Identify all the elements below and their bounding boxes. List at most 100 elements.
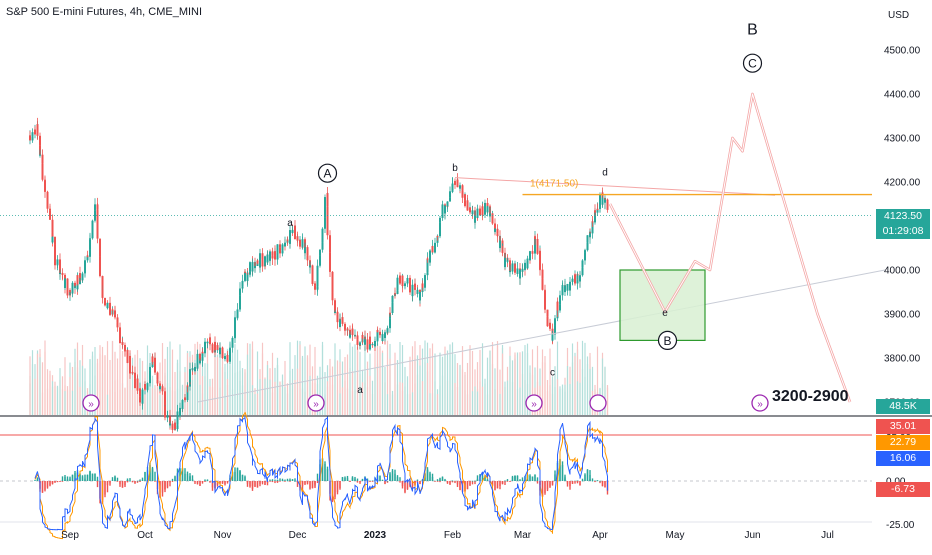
volume-bar [261,353,264,415]
osc-value-badge: 22.79 [876,435,930,450]
osc-histogram-bar [301,481,304,493]
candle-body [419,292,421,301]
candle-body [139,396,141,403]
candle-body [449,191,451,198]
osc-histogram-bar [594,481,596,483]
candle-body [354,335,356,337]
volume-bar [69,376,71,415]
volume-bar [566,365,569,415]
volume-bar [179,344,181,415]
candle-body [86,255,89,261]
osc-histogram-bar [294,478,296,481]
osc-histogram-bar [139,481,141,482]
osc-histogram-bar [271,479,274,481]
candle-body [224,356,226,358]
volume-bar [366,387,369,415]
osc-histogram-bar [271,481,274,483]
wave-label: d [602,167,608,178]
candle-body [61,273,64,275]
candle-body [266,254,269,263]
candle-body [569,281,571,291]
osc-histogram-bar [144,472,146,481]
osc-histogram-bar [519,479,521,481]
osc-histogram-bar [171,478,174,481]
volume-bar [526,353,529,415]
volume-bar [556,341,559,415]
candle-body [301,239,304,241]
osc-histogram-bar [599,481,601,484]
volume-bar [346,354,349,415]
candle-body [216,345,219,350]
candle-body [129,355,131,374]
osc-histogram-bar [191,475,194,481]
candle-body [321,228,324,243]
osc-histogram-bar [119,481,121,487]
volume-badge: 48.5K [876,399,930,414]
candle-body [79,273,81,279]
volume-bar [529,365,531,415]
volume-bar [54,385,56,415]
volume-bar [476,362,479,415]
volume-bar [589,368,591,415]
candle-body [479,208,481,216]
osc-histogram-bar [521,477,524,481]
osc-histogram-bar [251,481,254,486]
osc-histogram-bar [311,481,314,489]
candle-body [181,399,184,409]
volume-bar [569,383,571,415]
osc-histogram-bar [351,477,354,481]
volume-bar [541,362,544,415]
volume-bar [119,389,121,415]
candle-body [231,337,234,339]
candle-body [539,269,541,271]
osc-histogram-bar [371,480,374,482]
candle-body [81,273,84,281]
osc-histogram-bar [294,480,296,482]
osc-histogram-bar [174,476,176,481]
osc-histogram-bar [604,481,606,488]
osc-histogram-bar [256,481,259,488]
osc-histogram-bar [111,477,114,481]
osc-histogram-bar [196,481,199,484]
osc-histogram-bar [279,481,281,482]
osc-histogram-bar [379,475,381,481]
osc-histogram-bar [114,476,116,481]
osc-histogram-bar [359,481,361,484]
osc-histogram-bar [599,480,601,482]
candle-body [536,246,539,254]
candle-body [204,342,206,354]
candle-body [106,302,109,309]
candle-body [596,208,599,210]
volume-bar [514,354,516,415]
volume-bar [454,383,456,415]
wave-label: A [323,167,331,181]
osc-value-badge: -6.73 [876,482,930,497]
candle-body [246,274,249,282]
volume-bar [259,378,261,415]
osc-histogram-bar [301,481,304,484]
volume-bar [251,385,254,415]
volume-bar [291,368,294,415]
event-icon [307,394,325,412]
osc-histogram-bar [289,478,291,481]
candle-body [514,265,516,273]
osc-histogram-bar [451,480,454,482]
osc-histogram-bar [161,481,164,493]
candle-body [424,275,426,288]
candle-body [149,367,151,371]
candle-body [546,309,549,317]
time-tick-label: Sep [61,530,79,541]
osc-histogram-bar [106,481,109,486]
candle-body [124,344,126,351]
candle-body [229,348,231,362]
candle-body [159,386,161,390]
candle-body [439,229,441,237]
osc-histogram-bar [451,481,454,482]
volume-bar [254,394,256,415]
volume-bar [206,363,209,415]
candle-body [556,301,559,311]
osc-histogram-bar [591,480,594,482]
price-axis-unit: USD [888,10,909,21]
volume-bar [476,391,479,415]
candle-body [91,220,94,233]
